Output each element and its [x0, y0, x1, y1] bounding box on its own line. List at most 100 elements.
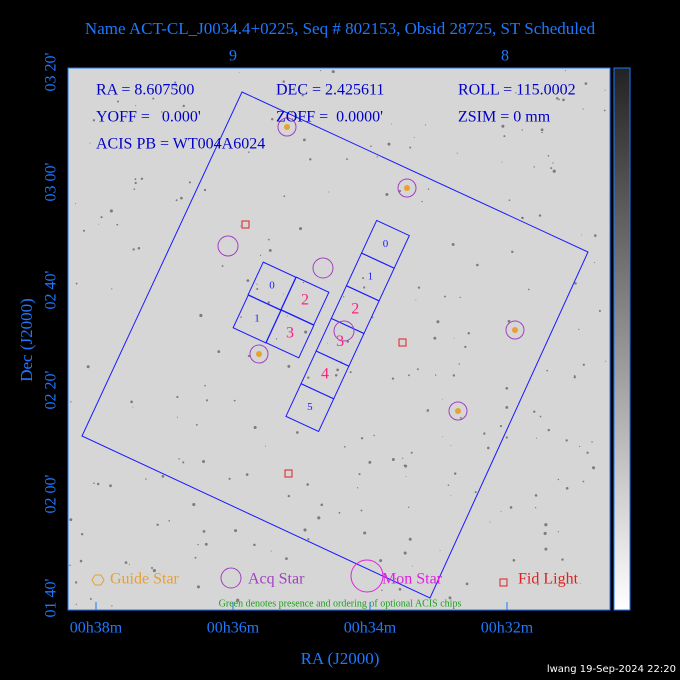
speck [270, 550, 272, 552]
speck [507, 319, 511, 323]
legend-guide-icon [91, 574, 105, 586]
y-tick-label: 02 20' [43, 370, 60, 409]
speck [552, 169, 556, 173]
speck [132, 406, 134, 408]
speck [290, 111, 293, 114]
speck [109, 209, 113, 213]
speck [204, 542, 208, 546]
speck [238, 71, 240, 73]
speck [256, 287, 259, 290]
speck [346, 340, 349, 343]
y-tick-label: 02 40' [43, 270, 60, 309]
speck [483, 432, 486, 435]
speck [582, 363, 585, 366]
speck [439, 550, 441, 551]
speck [111, 288, 113, 290]
speck [417, 286, 421, 289]
speck [301, 94, 304, 97]
speck [603, 109, 606, 112]
speck [247, 151, 250, 153]
speck [391, 377, 395, 380]
title: Name ACT-CL_J0034.4+0225, Seq # 802153, … [85, 19, 596, 38]
speck [97, 223, 99, 225]
speck [533, 410, 536, 413]
speck [467, 332, 470, 335]
speck [435, 374, 437, 376]
speck [156, 523, 159, 526]
speck [433, 336, 437, 340]
speck [474, 491, 477, 494]
legend-acq: Acq Star [248, 571, 305, 588]
acis-s-label: 1 [368, 271, 374, 283]
speck [578, 328, 580, 330]
colorbar-tick-label: 4000 [637, 491, 646, 507]
speck [307, 376, 310, 379]
speck [544, 523, 548, 527]
speck [558, 98, 560, 101]
speck [450, 445, 452, 447]
speck [132, 248, 135, 251]
speck [451, 243, 455, 246]
speck [75, 282, 78, 285]
speck [407, 506, 410, 508]
speck [82, 229, 86, 232]
speck [256, 283, 258, 285]
x-tick-label: 00h32m [481, 620, 534, 637]
speck [579, 445, 581, 448]
speck [259, 254, 262, 257]
speck [202, 529, 206, 533]
speck [349, 371, 352, 374]
speck [327, 342, 328, 344]
speck [501, 124, 505, 128]
speck [111, 605, 113, 607]
speck [459, 417, 462, 419]
yoff: YOFF = 0.000' [96, 109, 201, 126]
speck [581, 234, 583, 236]
acis-s-label: 5 [307, 401, 313, 413]
acis-i-label: 3 [286, 325, 294, 342]
colorbar-tick-label: 8000 [637, 359, 646, 375]
speck [267, 238, 270, 241]
speck [168, 519, 170, 522]
speck [537, 583, 539, 586]
speck [450, 495, 452, 496]
speck [80, 533, 84, 536]
speck [376, 156, 378, 158]
speck [415, 299, 417, 301]
field-of-view [81, 91, 589, 599]
speck [195, 423, 198, 426]
sky-image [68, 68, 610, 610]
speck [413, 137, 415, 138]
speck [268, 249, 272, 252]
acis-chips [232, 219, 410, 433]
speck [594, 261, 596, 263]
speck [512, 558, 516, 562]
acis-s-label: 4 [321, 366, 329, 383]
speck [246, 279, 250, 282]
speck [499, 424, 503, 428]
speck [539, 415, 542, 418]
speck [503, 135, 506, 138]
speck [70, 401, 72, 403]
speck [174, 81, 177, 84]
speck [547, 428, 550, 432]
speck [547, 155, 550, 157]
speck [443, 295, 446, 298]
speck [452, 374, 456, 377]
speck [403, 551, 407, 555]
speck [458, 363, 460, 365]
speck [334, 374, 338, 377]
speck [387, 142, 391, 146]
y-axis-label: Dec (J2000) [17, 298, 36, 382]
speck [550, 167, 553, 170]
speck [582, 108, 584, 110]
speck [320, 70, 322, 72]
ra: RA = 8.607500 [96, 82, 194, 99]
speck [302, 281, 305, 284]
acis-i-label: 2 [301, 292, 309, 309]
speck [586, 451, 589, 454]
speck [116, 100, 120, 103]
speck [74, 581, 78, 584]
